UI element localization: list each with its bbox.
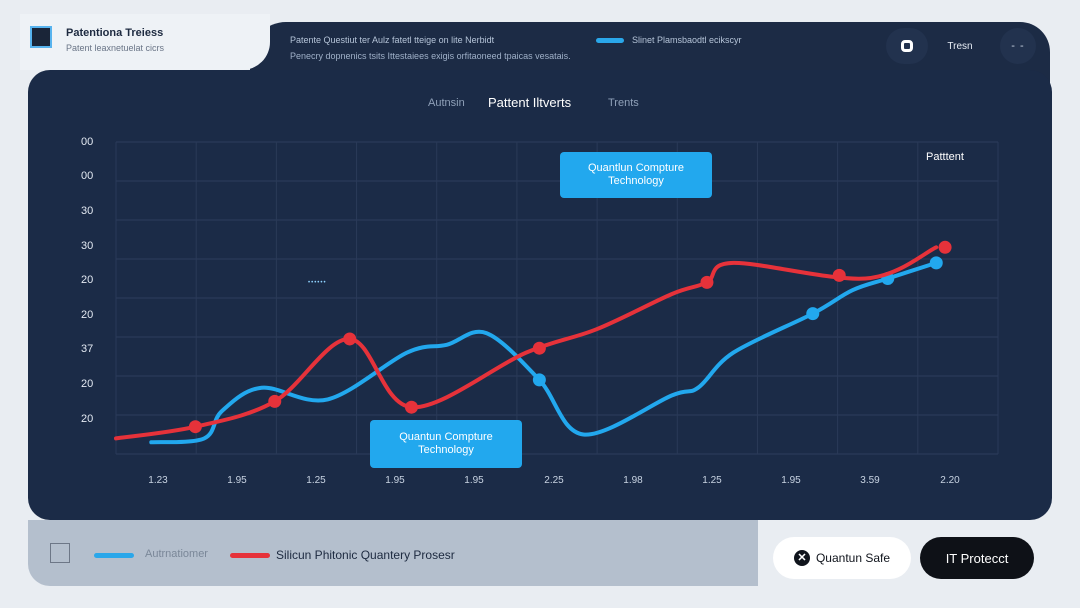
data-point (532, 341, 546, 355)
x-tick-label: 1.23 (148, 475, 168, 486)
y-tick-label: 20 (81, 378, 94, 390)
data-point (268, 394, 282, 408)
legend-checkbox[interactable] (50, 543, 70, 563)
tab-autnsin[interactable]: Autnsin (428, 97, 465, 109)
data-point (929, 256, 943, 270)
marker-dots: •••••• (308, 280, 327, 286)
y-tick-label: 00 (81, 170, 94, 182)
close-icon: ✕ (793, 550, 810, 566)
x-tick-label: 3.59 (860, 475, 880, 486)
header-legend-swatch (596, 38, 624, 43)
series-line-red (114, 245, 939, 441)
data-point (938, 240, 952, 254)
more-options-button[interactable]: - - (1000, 28, 1036, 64)
x-tick-label: 2.20 (940, 475, 960, 486)
data-point (700, 275, 714, 289)
legend-bar (28, 520, 758, 586)
annotation-label: Quantlun Compture (588, 162, 684, 174)
x-tick-label: 1.95 (781, 475, 801, 486)
annotation-label: Technology (608, 175, 664, 187)
tab-trents[interactable]: Trents (608, 97, 639, 109)
app-subtitle: Patent leaxnetuelat cicrs (66, 43, 165, 53)
quantum-safe-button[interactable]: ✕ Quantun Safe (773, 537, 911, 579)
x-tick-label: 1.25 (306, 475, 326, 486)
legend-label-red[interactable]: Silicun Phitonic Quantery Prosesr (276, 548, 455, 562)
x-tick-label: 1.95 (385, 475, 405, 486)
y-tick-label: 37 (81, 343, 94, 355)
data-point (806, 307, 820, 321)
legend-swatch-red (230, 553, 270, 558)
trend-button[interactable]: Tresn (947, 40, 973, 52)
data-point (188, 420, 202, 434)
header-description-line1: Patente Questiut ter Aulz fatetl tteige … (290, 35, 495, 45)
y-tick-label: 30 (81, 205, 94, 217)
x-tick-label: 1.95 (464, 475, 484, 486)
data-point (343, 332, 357, 346)
y-tick-label: 00 (81, 136, 94, 148)
data-point (832, 268, 846, 282)
legend-swatch-blue (94, 553, 134, 558)
app-title: Patentiona Treiess (66, 27, 164, 39)
y-tick-label: 20 (81, 274, 94, 286)
toggle-icon-button[interactable] (886, 28, 928, 64)
annotation-label: Technology (418, 444, 474, 456)
x-tick-label: 1.98 (623, 475, 643, 486)
x-tick-label: 2.25 (544, 475, 564, 486)
toggle-icon (901, 40, 913, 52)
app-logo-icon[interactable] (30, 26, 52, 48)
y-tick-label: 30 (81, 240, 94, 252)
y-tick-label: 20 (81, 413, 94, 425)
header-legend-label: Slinet Plamsbaodtl ecikscyr (632, 35, 742, 45)
legend-label-blue[interactable]: Autrnatiomer (145, 548, 208, 560)
it-protect-button[interactable]: IT Protecct (920, 537, 1034, 579)
y-tick-label: 20 (81, 309, 94, 321)
x-tick-label: 1.25 (702, 475, 722, 486)
data-point (532, 373, 546, 387)
series-tag: Patttent (926, 151, 964, 163)
chart-panel (28, 70, 1052, 520)
tab-pattent-iltverts[interactable]: Pattent Iltverts (488, 95, 572, 110)
quantum-safe-label: Quantun Safe (815, 551, 891, 565)
data-point (404, 400, 418, 414)
annotation-callout-top[interactable]: Quantlun Compture Technology (560, 152, 712, 198)
header-description-line2: Penecry dopnenics tsits Ittestaiees exig… (290, 51, 571, 61)
x-tick-label: 1.95 (227, 475, 247, 486)
logo-card (20, 14, 270, 70)
annotation-callout-bottom[interactable]: Quantun Compture Technology (370, 420, 522, 468)
annotation-label: Quantun Compture (399, 431, 493, 443)
